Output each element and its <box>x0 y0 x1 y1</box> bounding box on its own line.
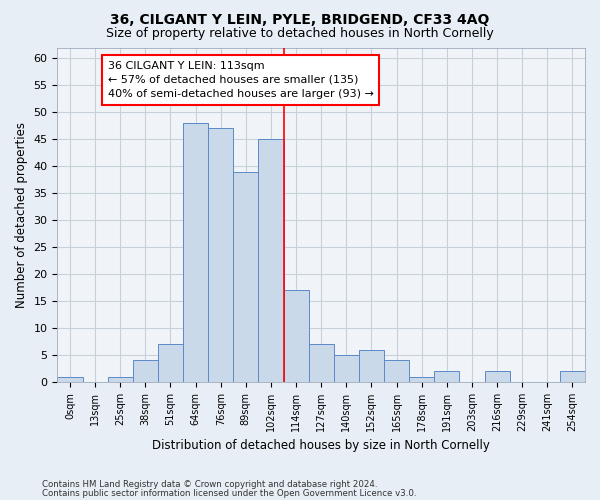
Bar <box>183 123 208 382</box>
Bar <box>409 376 434 382</box>
Text: 36, CILGANT Y LEIN, PYLE, BRIDGEND, CF33 4AQ: 36, CILGANT Y LEIN, PYLE, BRIDGEND, CF33… <box>110 12 490 26</box>
Bar <box>485 372 509 382</box>
Text: 36 CILGANT Y LEIN: 113sqm
← 57% of detached houses are smaller (135)
40% of semi: 36 CILGANT Y LEIN: 113sqm ← 57% of detac… <box>107 61 374 99</box>
Bar <box>58 376 83 382</box>
Bar <box>107 376 133 382</box>
Bar <box>208 128 233 382</box>
Bar <box>158 344 183 382</box>
Bar <box>259 139 284 382</box>
Bar <box>284 290 308 382</box>
X-axis label: Distribution of detached houses by size in North Cornelly: Distribution of detached houses by size … <box>152 440 490 452</box>
Bar <box>133 360 158 382</box>
Text: Size of property relative to detached houses in North Cornelly: Size of property relative to detached ho… <box>106 28 494 40</box>
Bar <box>384 360 409 382</box>
Bar <box>334 355 359 382</box>
Bar <box>233 172 259 382</box>
Text: Contains HM Land Registry data © Crown copyright and database right 2024.: Contains HM Land Registry data © Crown c… <box>42 480 377 489</box>
Bar <box>359 350 384 382</box>
Y-axis label: Number of detached properties: Number of detached properties <box>15 122 28 308</box>
Bar <box>560 372 585 382</box>
Bar <box>308 344 334 382</box>
Text: Contains public sector information licensed under the Open Government Licence v3: Contains public sector information licen… <box>42 488 416 498</box>
Bar <box>434 372 460 382</box>
